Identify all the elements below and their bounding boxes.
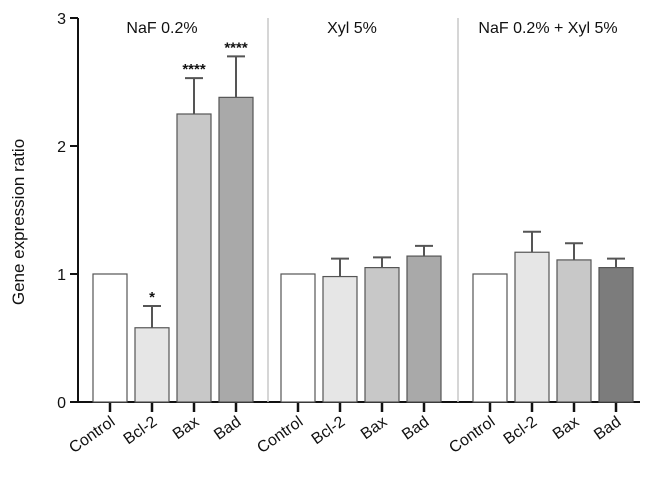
x-tick-label: Bad [211, 413, 244, 443]
x-tick-label: Control [254, 413, 306, 457]
bar [406, 255, 442, 403]
bar [514, 251, 550, 403]
bar [472, 273, 508, 403]
significance-label: * [149, 289, 155, 306]
y-axis-label: Gene expression ratio [9, 139, 28, 305]
axes: 0 1 2 3 [57, 11, 640, 412]
y-tick-label: 1 [57, 267, 66, 284]
x-tick-label: Control [66, 413, 118, 457]
x-tick-label: Bax [550, 413, 582, 443]
bar [322, 275, 358, 403]
bar [176, 113, 212, 403]
group-title: NaF 0.2% + Xyl 5% [478, 20, 617, 37]
y-tick-label: 3 [57, 11, 66, 28]
x-tick-label: Bcl-2 [121, 413, 161, 448]
significance-label: **** [182, 61, 206, 78]
bar [364, 267, 400, 403]
x-tick-label: Bax [170, 413, 202, 443]
bar [92, 273, 128, 403]
group-title: Xyl 5% [327, 20, 377, 37]
group-dividers [267, 18, 459, 402]
x-tick-label: Bad [399, 413, 432, 443]
x-tick-label: Bcl-2 [309, 413, 349, 448]
bar [280, 273, 316, 403]
y-tick-label: 0 [57, 395, 66, 412]
x-tick-label: Bad [591, 413, 624, 443]
x-tick-label: Bcl-2 [501, 413, 541, 448]
significance-label: **** [224, 39, 248, 56]
bar [218, 96, 254, 403]
bar [556, 259, 592, 403]
y-tick-label: 2 [57, 139, 66, 156]
bar [134, 327, 170, 403]
group-title: NaF 0.2% [126, 20, 197, 37]
bar [598, 267, 634, 403]
bars [92, 55, 634, 403]
x-tick-label: Bax [358, 413, 390, 443]
x-tick-label: Control [446, 413, 498, 457]
